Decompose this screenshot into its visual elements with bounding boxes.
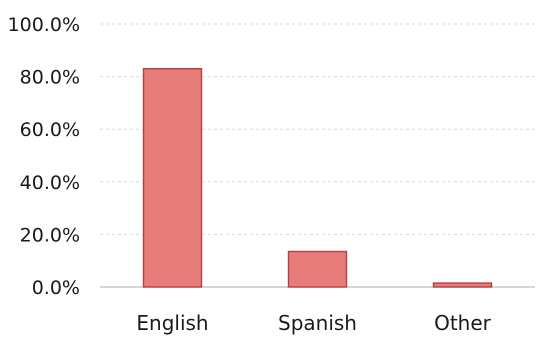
- y-tick-label: 60.0%: [20, 119, 80, 141]
- y-axis-ticks: 0.0% 20.0% 40.0% 60.0% 80.0% 100.0%: [8, 14, 80, 299]
- bar-other: [432, 282, 493, 288]
- x-tick-label: Spanish: [278, 311, 357, 335]
- bars: [142, 68, 493, 288]
- y-tick-label: 40.0%: [20, 172, 80, 194]
- x-tick-label: English: [136, 311, 208, 335]
- bar-english: [142, 68, 203, 288]
- y-tick-label: 100.0%: [8, 14, 80, 36]
- x-axis-labels: English Spanish Other: [136, 311, 491, 335]
- y-tick-label: 20.0%: [20, 224, 80, 246]
- bar-spanish: [287, 250, 348, 288]
- y-tick-label: 80.0%: [20, 67, 80, 89]
- x-tick-label: Other: [434, 311, 492, 335]
- y-tick-label: 0.0%: [32, 277, 80, 299]
